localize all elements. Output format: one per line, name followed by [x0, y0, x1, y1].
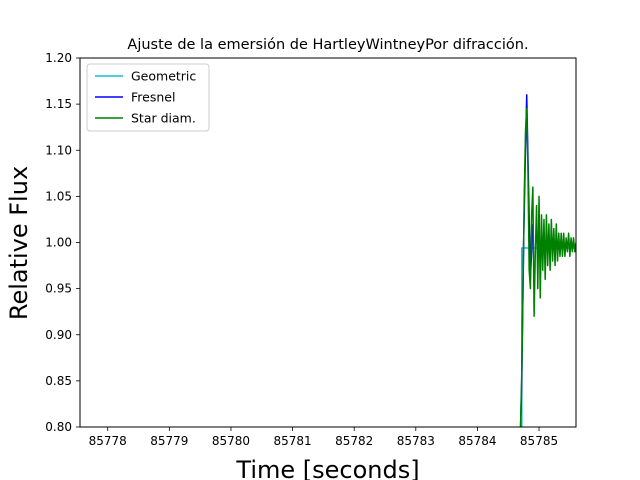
y-tick-label: 1.20	[45, 51, 72, 65]
y-tick-label: 1.00	[45, 236, 72, 250]
y-tick-label: 0.90	[45, 328, 72, 342]
x-tick-label: 85778	[89, 434, 127, 448]
y-axis-label: Relative Flux	[5, 166, 33, 320]
x-tick-label: 85779	[150, 434, 188, 448]
legend-label: Star diam.	[131, 111, 196, 126]
y-tick-label: 1.10	[45, 143, 72, 157]
x-tick-label: 85780	[212, 434, 250, 448]
legend: Geometric Fresnel Star diam.	[86, 63, 210, 132]
y-tick-label: 0.85	[45, 374, 72, 388]
x-tick-label: 85784	[458, 434, 496, 448]
x-axis-label: Time [seconds]	[235, 456, 419, 480]
x-tick-label: 85783	[397, 434, 435, 448]
legend-box	[86, 63, 210, 132]
series-layer	[519, 94, 576, 427]
y-axis: 0.80 0.85 0.90 0.95 1.00 1.05 1.10 1.15 1.20	[45, 51, 80, 434]
series-line-star-diam	[519, 107, 576, 427]
y-tick-label: 0.80	[45, 420, 72, 434]
legend-label: Geometric	[131, 69, 196, 84]
x-tick-label: 85785	[520, 434, 558, 448]
x-tick-label: 85782	[335, 434, 373, 448]
y-tick-label: 0.95	[45, 282, 72, 296]
y-tick-label: 1.05	[45, 189, 72, 203]
x-axis: 85778 85779 85780 85781 85782 85783 85784 85785	[89, 427, 558, 448]
legend-label: Fresnel	[131, 90, 175, 105]
chart-title: Ajuste de la emersión de HartleyWintneyP…	[127, 37, 528, 53]
x-tick-label: 85781	[273, 434, 311, 448]
y-tick-label: 1.15	[45, 97, 72, 111]
